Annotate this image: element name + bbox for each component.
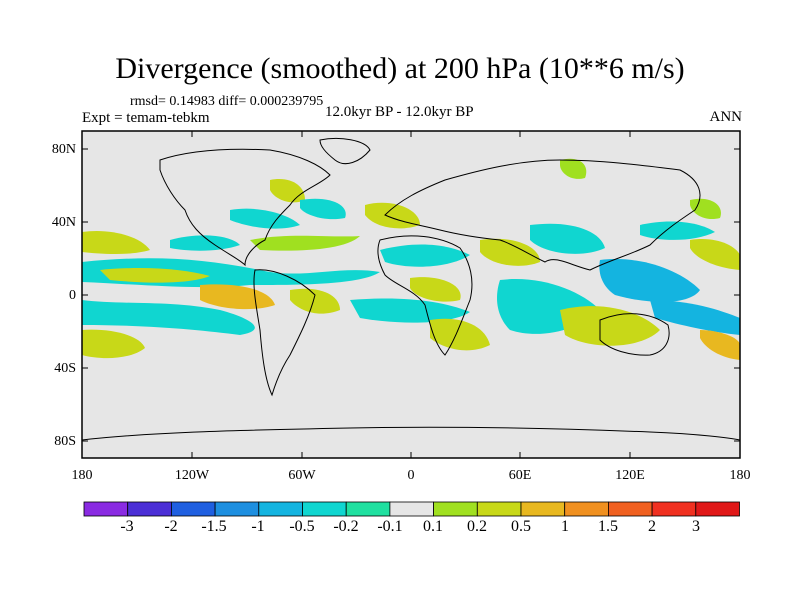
colorbar-label: 2 <box>648 518 656 535</box>
coastline-south-america <box>253 269 316 397</box>
field-blob <box>560 306 660 346</box>
colorbar-swatch <box>170 501 216 517</box>
colorbar-swatch <box>83 501 129 517</box>
colorbar <box>83 501 740 517</box>
lon-label-180e: 180 <box>729 468 751 483</box>
experiment-label: Expt = temam-tebkm <box>82 110 210 126</box>
lat-label-80s: 80S <box>54 434 76 449</box>
field-blob <box>270 179 305 203</box>
lon-label-0: 0 <box>407 468 415 483</box>
colorbar-swatch <box>608 501 653 517</box>
colorbar-label: 0.1 <box>423 518 443 535</box>
lon-label-180w: 180 <box>71 468 93 483</box>
colorbar-label: 0.2 <box>467 518 487 535</box>
field-blob <box>250 235 360 251</box>
colorbar-label: -0.5 <box>289 518 315 535</box>
field-blob <box>640 221 715 240</box>
field-blob <box>690 198 721 220</box>
stats-line: rmsd= 0.14983 diff= 0.000239795 <box>130 94 324 109</box>
coastline-antarctica <box>82 426 740 441</box>
colorbar-swatch <box>433 501 478 517</box>
lon-label-120w: 120W <box>174 468 210 483</box>
colorbar-swatch <box>389 501 434 517</box>
coastline-greenland <box>319 137 371 165</box>
coastline-australia <box>599 313 670 356</box>
field-blob <box>350 298 470 323</box>
field-blob <box>82 329 145 359</box>
colorbar-label: -1.5 <box>201 518 227 535</box>
colorbar-swatch <box>258 501 303 517</box>
colorbar-swatch <box>302 501 347 517</box>
colorbar-label: 0.5 <box>511 518 531 535</box>
colorbar-swatch <box>476 501 522 517</box>
lat-label-40s: 40S <box>54 361 76 376</box>
lat-label-40n: 40N <box>51 215 76 230</box>
field-blob <box>430 318 490 351</box>
field-blob <box>650 300 740 335</box>
colorbar-swatch <box>345 501 391 517</box>
field-blob <box>100 268 210 283</box>
field-blob <box>480 238 540 266</box>
lat-label-0: 0 <box>69 288 76 303</box>
field-blob <box>530 223 605 254</box>
colorbar-swatch <box>651 501 697 517</box>
lon-label-60e: 60E <box>508 468 532 483</box>
colorbar-swatch <box>214 501 260 517</box>
field-blob <box>380 244 470 267</box>
field-blob <box>599 259 700 302</box>
colorbar-label: -1 <box>251 518 265 535</box>
field-blob <box>170 235 240 251</box>
colorbar-label: -2 <box>164 518 178 535</box>
field-blob <box>700 330 740 360</box>
lat-label-80n: 80N <box>51 142 76 157</box>
colorbar-swatch <box>564 501 609 517</box>
coastlines <box>82 137 740 441</box>
colorbar-label: -0.1 <box>377 518 403 535</box>
colorbar-swatch <box>695 501 740 517</box>
field-blob <box>410 277 461 302</box>
coastline-eurasia <box>384 159 701 271</box>
season-label: ANN <box>709 109 743 125</box>
axis-ticks <box>81 131 741 458</box>
colorbar-swatch <box>520 501 566 517</box>
lon-label-120e: 120E <box>615 468 645 483</box>
field-blob <box>230 208 300 229</box>
lon-label-60w: 60W <box>288 468 316 483</box>
colorbar-label: 1 <box>561 518 569 535</box>
map-title: Divergence (smoothed) at 200 hPa (10**6 … <box>115 52 685 85</box>
coastline-africa <box>377 235 473 356</box>
colorbar-label: 3 <box>692 518 700 535</box>
period-label: 12.0kyr BP - 12.0kyr BP <box>325 104 474 120</box>
colorbar-swatch <box>127 501 172 517</box>
colorbar-label: -3 <box>120 518 134 535</box>
colorbar-label: -0.2 <box>333 518 359 535</box>
field-blob <box>300 198 346 220</box>
field-blob <box>82 300 255 335</box>
colorbar-label: 1.5 <box>598 518 618 535</box>
field-blob <box>290 288 340 314</box>
field-blob <box>690 239 740 270</box>
coastline-north-america <box>159 148 331 267</box>
field-blob <box>82 230 150 254</box>
field-blob <box>560 158 587 179</box>
